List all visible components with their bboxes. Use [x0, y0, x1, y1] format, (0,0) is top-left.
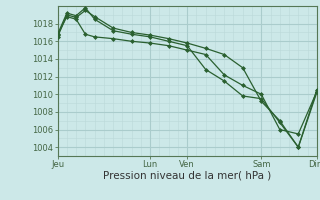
X-axis label: Pression niveau de la mer( hPa ): Pression niveau de la mer( hPa ) [103, 171, 271, 181]
